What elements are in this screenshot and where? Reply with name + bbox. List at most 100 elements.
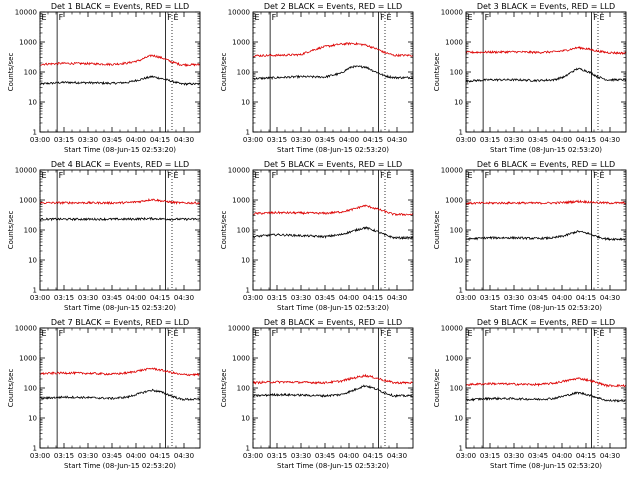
y-tick-label: 1	[459, 287, 463, 295]
y-tick-label: 1	[33, 445, 37, 453]
x-tick-label: 03:15	[480, 294, 500, 302]
y-axis-label: Counts/sec	[220, 211, 228, 250]
x-tick-label: 03:15	[54, 136, 74, 144]
x-tick-label: 04:15	[150, 294, 170, 302]
x-tick-label: 04:15	[576, 452, 596, 460]
x-tick-label: 03:00	[30, 452, 50, 460]
y-tick-label: 10	[28, 257, 37, 265]
time-marker-label: E	[42, 171, 47, 180]
series-line-lld	[39, 197, 201, 205]
time-marker-label: E	[600, 13, 605, 22]
y-tick-label: 1	[459, 445, 463, 453]
y-tick-label: 1000	[19, 355, 37, 363]
chart-panel-det-3: Det 3 BLACK = Events, RED = LLD Counts/se…	[433, 2, 627, 154]
x-tick-label: 04:15	[576, 294, 596, 302]
y-tick-label: 100	[24, 69, 37, 77]
y-tick-label: 100	[450, 69, 463, 77]
x-tick-label: 03:00	[30, 294, 50, 302]
y-tick-label: 10000	[15, 9, 37, 17]
series-line-events	[252, 226, 414, 241]
series-line-events	[252, 65, 414, 81]
x-tick-label: 03:45	[315, 294, 335, 302]
x-tick-label: 03:45	[315, 452, 335, 460]
x-axis-label: Start Time (08-Jun-15 02:53:20)	[64, 146, 176, 154]
y-tick-label: 10000	[228, 167, 250, 175]
chart-title: Det 8 BLACK = Events, RED = LLD	[264, 318, 402, 327]
series-line-lld	[252, 373, 414, 385]
x-tick-label: 04:30	[387, 294, 407, 302]
x-tick-label: 04:15	[363, 294, 383, 302]
chart-title: Det 5 BLACK = Events, RED = LLD	[264, 160, 402, 169]
y-axis-label: Counts/sec	[433, 369, 441, 408]
x-tick-label: 03:15	[267, 136, 287, 144]
time-marker-label: E	[174, 329, 179, 338]
y-tick-label: 1000	[19, 39, 37, 47]
x-tick-label: 04:00	[126, 294, 146, 302]
y-tick-label: 10000	[441, 9, 463, 17]
time-marker-label: E	[255, 13, 260, 22]
x-tick-label: 03:45	[528, 136, 548, 144]
series-line-events	[252, 384, 414, 398]
x-axis-label: Start Time (08-Jun-15 02:53:20)	[64, 462, 176, 470]
x-tick-label: 04:30	[174, 136, 194, 144]
y-tick-label: 1	[246, 129, 250, 137]
y-tick-label: 1000	[445, 355, 463, 363]
y-tick-label: 100	[24, 385, 37, 393]
x-tick-label: 04:00	[552, 136, 572, 144]
y-axis-label: Counts/sec	[220, 53, 228, 92]
chart-panel-det-4: Det 4 BLACK = Events, RED = LLD Counts/se…	[7, 160, 201, 312]
x-axis-label: Start Time (08-Jun-15 02:53:20)	[490, 462, 602, 470]
x-tick-label: 03:15	[54, 294, 74, 302]
x-tick-label: 03:00	[456, 452, 476, 460]
y-tick-label: 10	[241, 257, 250, 265]
y-axis-label: Counts/sec	[220, 369, 228, 408]
y-tick-label: 100	[237, 69, 250, 77]
y-tick-label: 10	[454, 257, 463, 265]
time-marker-label: E	[255, 171, 260, 180]
plot-frame	[252, 11, 414, 133]
time-marker-label: F	[380, 13, 385, 22]
x-tick-label: 03:30	[291, 136, 311, 144]
series-line-lld	[252, 41, 414, 58]
time-marker-label: F	[59, 329, 64, 338]
time-marker-label: F	[272, 13, 277, 22]
chart-panel-det-8: Det 8 BLACK = Events, RED = LLD Counts/se…	[220, 318, 414, 470]
chart-panel-det-1: Det 1 BLACK = Events, RED = LLD Counts/se…	[7, 2, 201, 154]
time-marker-label: E	[42, 13, 47, 22]
y-tick-label: 100	[237, 385, 250, 393]
chart-title: Det 7 BLACK = Events, RED = LLD	[51, 318, 189, 327]
y-tick-label: 10	[241, 99, 250, 107]
time-marker-label: F	[485, 13, 490, 22]
y-tick-label: 1000	[445, 39, 463, 47]
plot-frame	[39, 11, 201, 133]
plot-frame	[39, 169, 201, 291]
y-axis-label: Counts/sec	[433, 53, 441, 92]
x-tick-label: 03:45	[315, 136, 335, 144]
time-marker-label: E	[600, 171, 605, 180]
series-line-lld	[39, 54, 201, 67]
x-tick-label: 03:00	[456, 294, 476, 302]
x-tick-label: 03:15	[267, 452, 287, 460]
x-tick-label: 04:00	[339, 136, 359, 144]
x-tick-label: 03:00	[30, 136, 50, 144]
x-tick-label: 03:30	[78, 136, 98, 144]
series-line-events	[465, 391, 627, 403]
x-tick-label: 03:15	[267, 294, 287, 302]
y-tick-label: 100	[237, 227, 250, 235]
chart-panel-det-9: Det 9 BLACK = Events, RED = LLD Counts/se…	[433, 318, 627, 470]
x-tick-label: 04:30	[387, 136, 407, 144]
x-tick-label: 03:45	[528, 294, 548, 302]
x-tick-label: 04:15	[363, 452, 383, 460]
y-tick-label: 10000	[441, 325, 463, 333]
time-marker-label: F	[380, 329, 385, 338]
series-line-lld	[252, 204, 414, 217]
y-tick-label: 1	[33, 287, 37, 295]
chart-title: Det 9 BLACK = Events, RED = LLD	[477, 318, 615, 327]
time-marker-label: F	[167, 329, 172, 338]
x-axis-label: Start Time (08-Jun-15 02:53:20)	[490, 304, 602, 312]
x-tick-label: 03:30	[504, 452, 524, 460]
x-tick-label: 04:30	[387, 452, 407, 460]
x-tick-label: 04:15	[150, 452, 170, 460]
y-axis-label: Counts/sec	[433, 211, 441, 250]
